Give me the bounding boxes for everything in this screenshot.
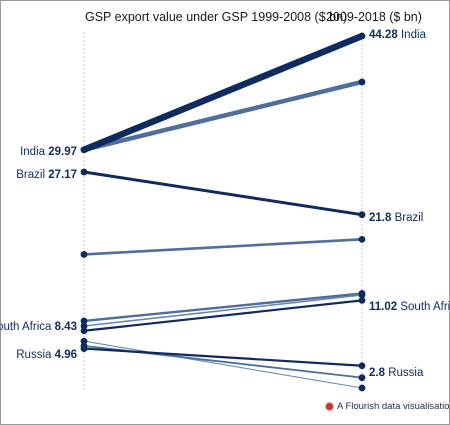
russia-start-point[interactable] [80,345,88,352]
brazil-right-value: 21.8 [369,212,392,224]
sa-left-label: South Africa 8.43 [0,321,77,333]
series-1-end-point[interactable] [358,78,366,86]
brazil-left-value: 27.17 [48,169,77,181]
russia-right-value: 2.8 [369,367,386,379]
series-7-end-point[interactable] [358,384,366,392]
brazil-right-label: 21.8 Brazil [369,212,423,224]
series-3-end-point[interactable] [358,235,366,243]
india-left-name: India [20,146,46,158]
left-column-title: GSP export value under GSP 1999-2008 ($ … [85,10,348,24]
series-3-line[interactable] [82,238,364,256]
flourish-logo-icon [326,403,333,410]
sa-right-name: South Africa [400,301,450,313]
right-column-title: 2009-2018 ($ bn) [326,10,422,24]
series-4-start-point[interactable] [80,317,88,325]
sa-right-value: 11.02 [369,301,397,313]
sa-right-label: 11.02 South Africa [369,301,450,313]
brazil-left-label: Brazil 27.17 [16,169,77,181]
sa-left-value: 8.43 [55,321,77,333]
flourish-credit-text: A Flourish data visualisation [337,401,450,412]
series-7-start-point[interactable] [80,337,88,345]
india-start-point[interactable] [80,146,88,154]
india-line[interactable] [80,32,366,154]
south-africa-start-point[interactable] [80,327,88,335]
russia-left-value: 4.96 [55,349,77,361]
flourish-credit[interactable]: A Flourish data visualisation [326,401,450,412]
india-left-label: India 29.97 [20,146,77,158]
series-3-start-point[interactable] [80,251,88,258]
russia-left-label: Russia 4.96 [16,349,77,361]
series-8-end-point[interactable] [358,374,366,382]
series-4-end-point[interactable] [358,290,366,297]
brazil-left-name: Brazil [16,169,45,181]
russia-right-label: 2.8 Russia [369,367,424,379]
russia-right-name: Russia [388,367,424,379]
india-left-value: 29.97 [48,146,77,158]
south-africa-end-point[interactable] [358,296,366,304]
south-africa-line[interactable] [82,299,364,332]
india-right-name: India [401,29,427,41]
russia-left-name: Russia [16,349,52,361]
series-lines [80,32,366,392]
series-5-line[interactable] [83,294,363,327]
brazil-line[interactable] [82,170,364,217]
india-right-label: 44.28 India [369,29,427,41]
brazil-start-point[interactable] [80,168,88,176]
series-7-line[interactable] [83,340,363,389]
series-5-start-point[interactable] [80,322,88,330]
russia-end-point[interactable] [358,362,366,370]
brazil-right-name: Brazil [395,212,424,224]
brazil-end-point[interactable] [358,211,366,219]
series-4-line[interactable] [82,292,364,323]
sa-left-name: South Africa [0,321,52,333]
india-right-value: 44.28 [369,29,398,41]
russia-line[interactable] [82,347,364,367]
india-end-point[interactable] [358,32,366,40]
series-1-line[interactable] [81,79,365,153]
